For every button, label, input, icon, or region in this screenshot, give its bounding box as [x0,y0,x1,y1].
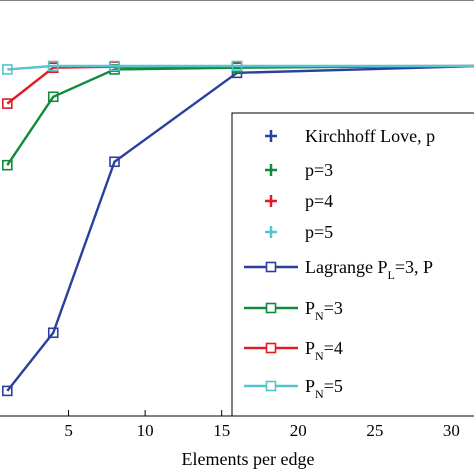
x-axis-label: Elements per edge [182,449,315,469]
legend-label-5: Lagrange PL=3, P [305,257,433,282]
legend-label-3: p=4 [305,191,333,211]
legend: Kirchhoff Love, p p=3 p=4 p=5 Lagrange PL=3,… [231,112,474,417]
legend-label-1: Kirchhoff Love, p [305,126,435,146]
x-tick-label-6: 30 [443,421,460,440]
series-1-marker-3 [109,156,120,168]
legend-label-8: PN=5 [305,376,343,401]
legend-label-6: PN=3 [305,298,343,323]
series-4-marker-1 [2,64,13,75]
legend-marker-5 [265,261,277,273]
series-2-marker-1 [2,159,13,171]
x-tick-label-3: 15 [213,421,230,440]
series-layer [2,60,474,397]
x-tick-label-4: 20 [290,421,307,440]
x-tick-label-1: 5 [64,421,73,440]
series-3-marker-1 [2,98,13,109]
series-4-marker-4 [231,60,243,72]
legend-label-4: p=5 [305,222,333,242]
legend-label-7: PN=4 [305,338,343,363]
series-1-marker-1 [2,385,13,397]
series-4-marker-2 [47,60,59,72]
legend-label-2: p=3 [305,160,333,180]
legend-marker-8 [265,380,277,392]
series-line-4 [7,64,474,71]
series-4-marker-3 [109,60,120,72]
legend-marker-6 [265,302,277,314]
legend-marker-7 [265,342,277,354]
series-2-marker-2 [47,91,59,103]
x-tick-label-5: 25 [366,421,383,440]
series-line-1 [6,65,474,392]
series-1-marker-2 [47,327,59,339]
x-tick-label-2: 10 [137,421,154,440]
